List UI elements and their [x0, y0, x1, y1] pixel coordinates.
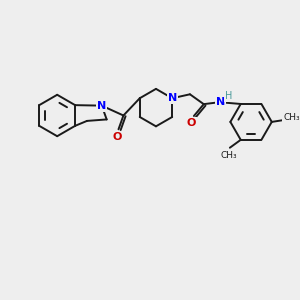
Text: O: O — [113, 132, 122, 142]
Text: N: N — [168, 93, 177, 103]
Text: CH₃: CH₃ — [220, 151, 237, 160]
Text: H: H — [225, 91, 232, 101]
Text: CH₃: CH₃ — [283, 113, 300, 122]
Text: O: O — [186, 118, 196, 128]
Text: N: N — [216, 97, 225, 107]
Text: N: N — [97, 100, 106, 111]
